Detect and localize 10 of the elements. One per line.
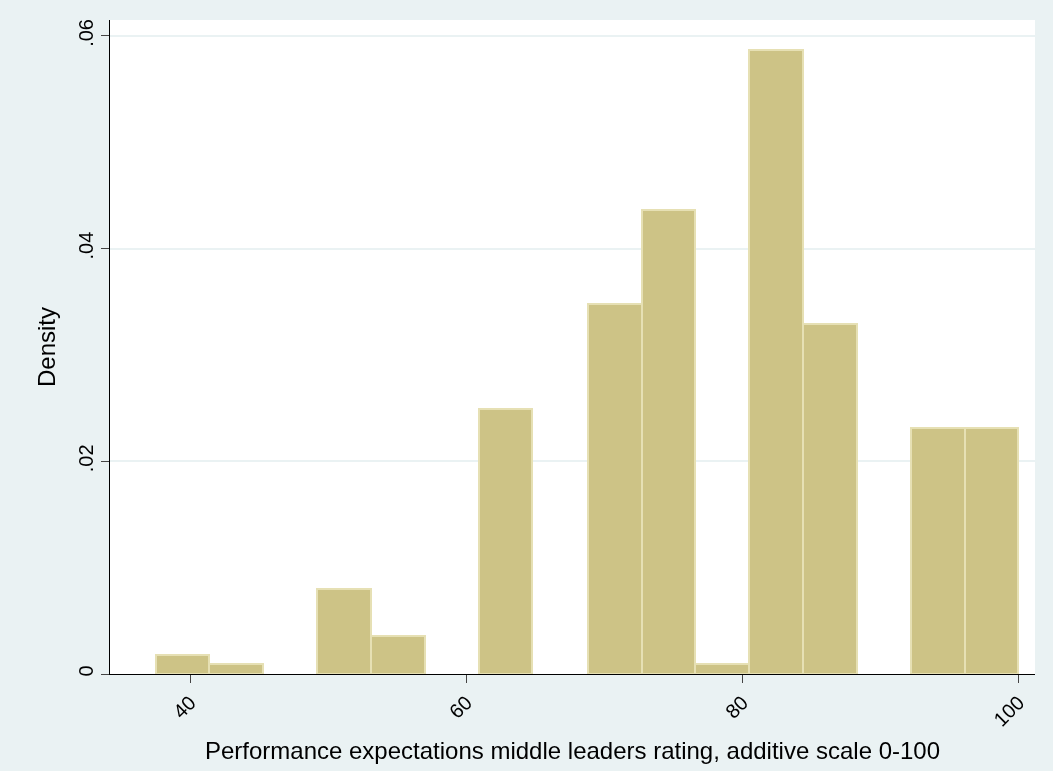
y-tick-label: .04 bbox=[75, 231, 97, 260]
x-axis-title: Performance expectations middle leaders rating, additive scale 0-100 bbox=[204, 736, 941, 764]
y-tick-label: .06 bbox=[75, 19, 97, 47]
y-axis-title: Density bbox=[33, 306, 61, 388]
y-tick-label: .02 bbox=[75, 444, 97, 473]
y-tick-label: 0 bbox=[75, 665, 97, 677]
x-tick-label: 80 bbox=[720, 691, 753, 723]
x-tick-label: 40 bbox=[168, 691, 200, 723]
x-tick-label: 60 bbox=[444, 691, 477, 723]
x-tick-label: 100 bbox=[989, 691, 1029, 731]
